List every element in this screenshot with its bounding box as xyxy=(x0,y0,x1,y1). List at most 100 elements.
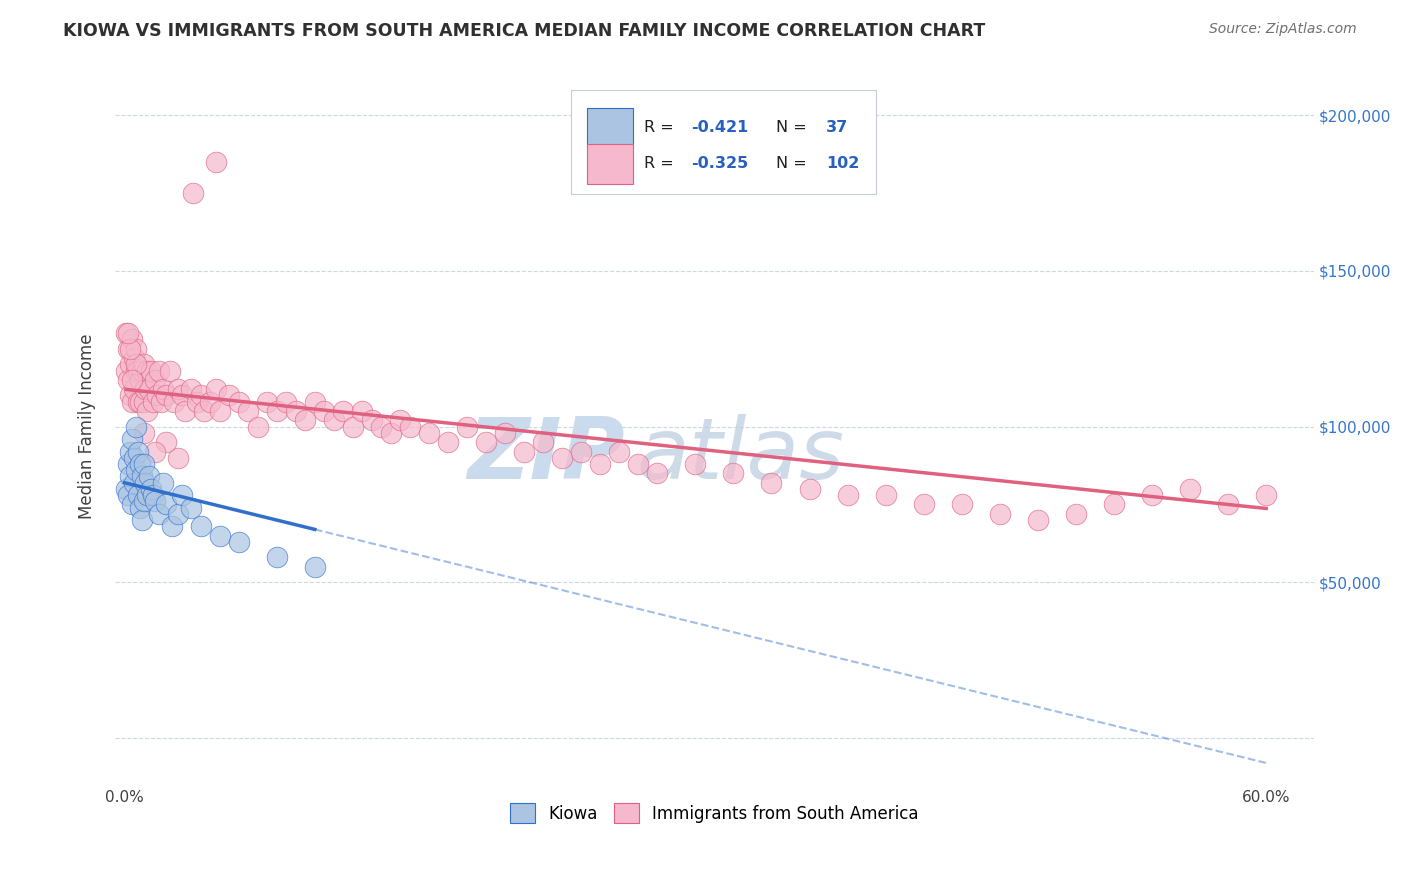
Point xyxy=(685,457,707,471)
Point xyxy=(352,404,374,418)
Text: atlas: atlas xyxy=(637,414,845,497)
Point xyxy=(125,363,148,377)
Point xyxy=(723,467,745,481)
Point xyxy=(141,363,163,377)
Point xyxy=(380,425,402,440)
Text: KIOWA VS IMMIGRANTS FROM SOUTH AMERICA MEDIAN FAMILY INCOME CORRELATION CHART: KIOWA VS IMMIGRANTS FROM SOUTH AMERICA M… xyxy=(63,22,986,40)
Point xyxy=(136,363,159,377)
Point xyxy=(117,326,139,341)
Text: N =: N = xyxy=(776,120,811,136)
Point xyxy=(122,450,145,465)
Point xyxy=(155,498,177,512)
Point xyxy=(332,404,354,418)
Point xyxy=(120,469,142,483)
Point xyxy=(389,413,412,427)
Point xyxy=(475,435,498,450)
Point xyxy=(127,444,149,458)
Point xyxy=(166,450,188,465)
Point xyxy=(205,382,228,396)
Point xyxy=(988,507,1011,521)
Point xyxy=(1064,507,1087,521)
Point xyxy=(228,534,250,549)
Point xyxy=(134,382,156,396)
Point xyxy=(531,435,554,450)
Point xyxy=(138,382,160,396)
Y-axis label: Median Family Income: Median Family Income xyxy=(79,334,96,519)
Point xyxy=(131,513,153,527)
Point xyxy=(127,488,149,502)
Point xyxy=(120,357,142,371)
Point xyxy=(125,357,148,371)
FancyBboxPatch shape xyxy=(588,108,633,148)
Point xyxy=(180,500,202,515)
Point xyxy=(128,457,150,471)
Point xyxy=(132,394,155,409)
Point xyxy=(1026,513,1049,527)
Point xyxy=(115,482,138,496)
Point xyxy=(128,500,150,515)
Point xyxy=(166,382,188,396)
Point xyxy=(1102,498,1125,512)
Point xyxy=(143,373,166,387)
FancyBboxPatch shape xyxy=(571,90,876,194)
Point xyxy=(159,363,181,377)
Point xyxy=(238,404,260,418)
Point xyxy=(121,394,143,409)
Point xyxy=(166,507,188,521)
Point xyxy=(127,363,149,377)
Point xyxy=(143,494,166,508)
Point xyxy=(148,507,170,521)
Point xyxy=(437,435,460,450)
Point xyxy=(136,488,159,502)
Text: -0.421: -0.421 xyxy=(692,120,749,136)
Point xyxy=(131,363,153,377)
Point xyxy=(322,413,344,427)
Point xyxy=(136,404,159,418)
FancyBboxPatch shape xyxy=(588,144,633,184)
Point xyxy=(121,432,143,446)
Point xyxy=(127,394,149,409)
Text: 37: 37 xyxy=(825,120,848,136)
Point xyxy=(149,394,172,409)
Point xyxy=(170,388,193,402)
Point xyxy=(152,382,174,396)
Point xyxy=(266,550,288,565)
Point xyxy=(208,404,231,418)
Point xyxy=(208,528,231,542)
Point xyxy=(121,333,143,347)
Point xyxy=(125,463,148,477)
Point xyxy=(246,419,269,434)
Point xyxy=(418,425,440,440)
Point xyxy=(117,457,139,471)
Point xyxy=(627,457,650,471)
Point xyxy=(174,404,197,418)
Point xyxy=(342,419,364,434)
Text: N =: N = xyxy=(776,156,811,171)
Point xyxy=(122,475,145,490)
Point xyxy=(120,388,142,402)
Point xyxy=(294,413,316,427)
Point xyxy=(181,186,204,200)
Point xyxy=(950,498,973,512)
Text: 102: 102 xyxy=(825,156,859,171)
Point xyxy=(304,559,326,574)
Point xyxy=(186,394,208,409)
Point xyxy=(370,419,392,434)
Point xyxy=(228,394,250,409)
Text: R =: R = xyxy=(644,156,679,171)
Point xyxy=(314,404,336,418)
Point xyxy=(160,519,183,533)
Point xyxy=(155,388,177,402)
Text: ZIP: ZIP xyxy=(467,414,624,497)
Point xyxy=(115,363,138,377)
Point xyxy=(837,488,859,502)
Point xyxy=(132,457,155,471)
Point xyxy=(494,425,516,440)
Point xyxy=(569,444,592,458)
Point xyxy=(117,342,139,356)
Text: Source: ZipAtlas.com: Source: ZipAtlas.com xyxy=(1209,22,1357,37)
Point xyxy=(120,444,142,458)
Point xyxy=(121,498,143,512)
Point xyxy=(875,488,897,502)
Point xyxy=(1256,488,1278,502)
